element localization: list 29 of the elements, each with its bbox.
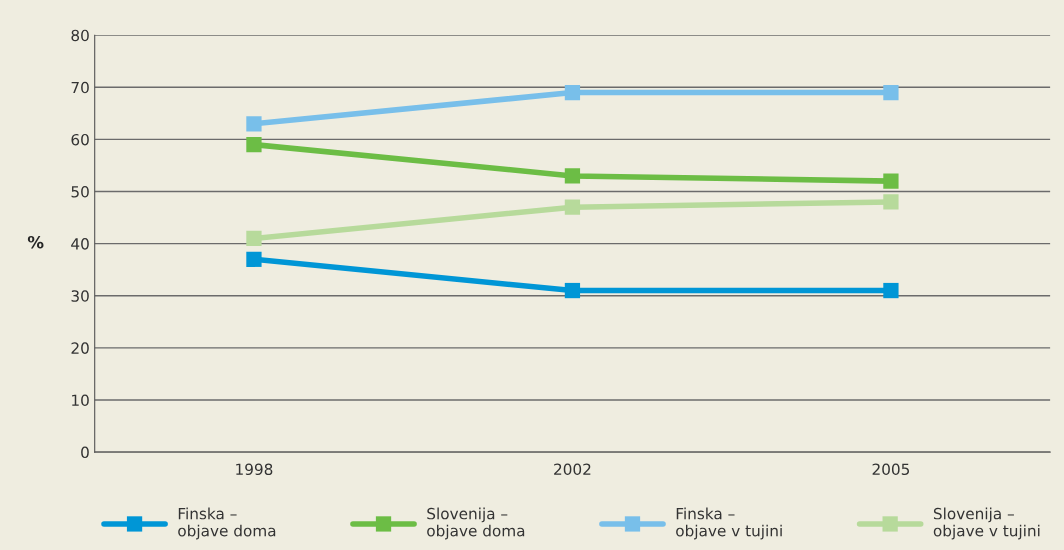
- point: [564, 168, 581, 184]
- y-tick-label: 40: [71, 238, 89, 250]
- legend-label: Finska – objave v tujini: [676, 507, 782, 540]
- point: [246, 251, 262, 267]
- legend-label: Slovenija – objave v tujini: [933, 507, 1040, 540]
- point: [246, 137, 262, 153]
- x-tick-label: 2002: [554, 463, 591, 476]
- y-tick-label: 0: [81, 446, 89, 459]
- point: [246, 230, 262, 247]
- point: [883, 194, 899, 210]
- y-tick-label: 60: [71, 133, 89, 146]
- y-tick-label: 20: [71, 342, 89, 354]
- point: [883, 84, 899, 101]
- point: [564, 84, 581, 101]
- y-tick-label: 80: [71, 29, 89, 42]
- x-tick-label: 1998: [236, 463, 273, 476]
- y-tick-label: 30: [71, 290, 89, 302]
- y-tick-label: 70: [71, 81, 89, 94]
- point: [883, 173, 899, 189]
- legend-label: Finska – objave doma: [178, 507, 276, 540]
- point: [564, 282, 581, 299]
- point: [246, 116, 262, 132]
- point: [883, 282, 899, 299]
- y-axis-title: %: [27, 235, 44, 249]
- y-tick-label: 50: [71, 186, 89, 198]
- legend-label: Slovenija – objave doma: [427, 507, 525, 540]
- y-tick-label: 10: [72, 394, 89, 407]
- x-tick-label: 2005: [872, 463, 910, 476]
- point: [564, 199, 581, 215]
